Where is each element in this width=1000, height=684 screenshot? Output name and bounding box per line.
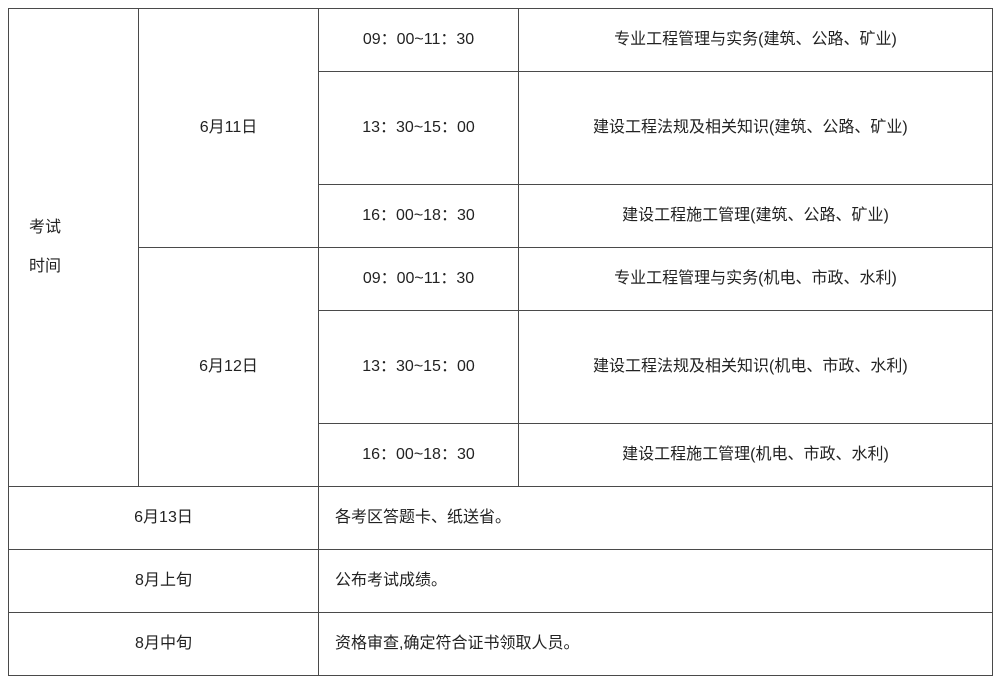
footer-desc-cell: 公布考试成绩。 [319, 550, 993, 613]
exam-schedule-table: 考试时间 6月11日 09：00~11：30 专业工程管理与实务(建筑、公路、矿… [8, 8, 993, 676]
time-cell: 13：30~15：00 [319, 311, 519, 424]
time-cell: 13：30~15：00 [319, 72, 519, 185]
time-cell: 09：00~11：30 [319, 9, 519, 72]
subject-cell: 专业工程管理与实务(建筑、公路、矿业) [519, 9, 993, 72]
date-cell: 6月11日 [139, 9, 319, 248]
subject-cell: 建设工程法规及相关知识(建筑、公路、矿业) [519, 72, 993, 185]
table-row: 6月13日 各考区答题卡、纸送省。 [9, 487, 993, 550]
date-cell: 6月12日 [139, 248, 319, 487]
subject-cell: 专业工程管理与实务(机电、市政、水利) [519, 248, 993, 311]
time-cell: 09：00~11：30 [319, 248, 519, 311]
footer-desc-cell: 资格审查,确定符合证书领取人员。 [319, 613, 993, 676]
table-row: 考试时间 6月11日 09：00~11：30 专业工程管理与实务(建筑、公路、矿… [9, 9, 993, 72]
subject-cell: 建设工程施工管理(机电、市政、水利) [519, 424, 993, 487]
subject-cell: 建设工程施工管理(建筑、公路、矿业) [519, 185, 993, 248]
footer-desc-cell: 各考区答题卡、纸送省。 [319, 487, 993, 550]
subject-cell: 建设工程法规及相关知识(机电、市政、水利) [519, 311, 993, 424]
table-row: 8月中旬 资格审查,确定符合证书领取人员。 [9, 613, 993, 676]
time-cell: 16：00~18：30 [319, 424, 519, 487]
table-row: 8月上旬 公布考试成绩。 [9, 550, 993, 613]
time-cell: 16：00~18：30 [319, 185, 519, 248]
side-label-cell: 考试时间 [9, 9, 139, 487]
table-row: 6月12日 09：00~11：30 专业工程管理与实务(机电、市政、水利) [9, 248, 993, 311]
footer-date-cell: 8月中旬 [9, 613, 319, 676]
footer-date-cell: 8月上旬 [9, 550, 319, 613]
footer-date-cell: 6月13日 [9, 487, 319, 550]
